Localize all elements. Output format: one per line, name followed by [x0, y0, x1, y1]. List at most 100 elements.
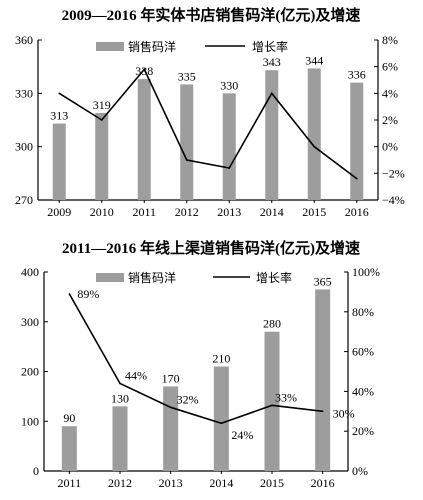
- chart-1-right-tick-label: 2%: [382, 113, 398, 127]
- chart-1-x-tick-label: 2016: [345, 205, 369, 219]
- chart-2-x-tick-label: 2012: [108, 476, 132, 490]
- chart-2-growth-point: [220, 422, 223, 425]
- chart-2-x-tick-label: 2016: [311, 476, 335, 490]
- chart-2-right-tick-label: 40%: [352, 384, 374, 398]
- chart-2-legend-line-label: 增长率: [256, 270, 292, 285]
- chart-1-left-tick-label: 360: [15, 33, 33, 47]
- chart-1-bar: [95, 112, 109, 200]
- chart-2-left-tick-label: 300: [21, 315, 39, 329]
- chart-1-title: 2009—2016 年实体书店销售码洋(亿元)及增速: [62, 6, 361, 24]
- chart-2-right-tick-label: 20%: [352, 424, 374, 438]
- chart-1-bar: [350, 82, 364, 200]
- chart-1-right-tick-label: 6%: [382, 60, 398, 74]
- chart-2-bar: [112, 406, 128, 471]
- chart-2-growth-point: [169, 406, 172, 409]
- chart-1-x-tick-label: 2015: [302, 205, 326, 219]
- chart-2-growth-value-label: 33%: [275, 390, 297, 404]
- chart-1-growth-point: [143, 68, 146, 71]
- chart-2-right-tick-label: 0%: [352, 464, 368, 478]
- chart-2-growth-value-label: 44%: [125, 368, 147, 382]
- chart-2-right-tick-label: 80%: [352, 305, 374, 319]
- chart-2-left-tick-label: 0: [33, 464, 39, 478]
- chart-1-bar: [137, 79, 151, 200]
- chart-2-x-tick-label: 2014: [209, 476, 233, 490]
- chart-1-bar-value-label: 344: [305, 53, 323, 67]
- chart-2-title: 2011—2016 年线上渠道销售码洋(亿元)及增速: [62, 239, 360, 257]
- chart-1-x-tick-label: 2012: [175, 205, 199, 219]
- chart-1-growth-point: [228, 167, 231, 169]
- chart-1-left-tick-label: 300: [15, 140, 33, 154]
- chart-2-legend-bar-swatch: [96, 273, 124, 282]
- chart-2: 2011—2016 年线上渠道销售码洋(亿元)及增速 销售码洋 增长率 0 100…: [21, 239, 380, 490]
- chart-1: 2009—2016 年实体书店销售码洋(亿元)及增速 销售码洋 增长率 270 3…: [15, 6, 405, 219]
- chart-1-legend: 销售码洋 增长率: [96, 39, 288, 54]
- chart-1-bar-value-label: 330: [220, 78, 238, 92]
- chart-2-bar-value-label: 365: [314, 274, 332, 288]
- chart-1-right-tick-label: 8%: [382, 33, 398, 47]
- chart-1-bar: [222, 93, 236, 200]
- chart-2-bar: [315, 289, 331, 471]
- chart-2-growth-point: [271, 404, 273, 407]
- chart-2-bar: [61, 426, 77, 471]
- chart-2-plot-area: 0 100 200 300 400 0% 20% 40% 60% 80% 100% 90 2011 130…: [21, 265, 380, 490]
- chart-1-legend-bar-label: 销售码洋: [128, 39, 176, 54]
- chart-2-growth-value-label: 24%: [231, 428, 253, 442]
- chart-2-right-tick-label: 100%: [352, 265, 380, 279]
- chart-1-legend-line-label: 增长率: [252, 39, 288, 54]
- chart-1-x-tick-label: 2009: [47, 205, 71, 219]
- chart-2-legend: 销售码洋 增长率: [96, 270, 292, 285]
- chart-2-left-tick-label: 400: [21, 265, 39, 279]
- chart-2-legend-bar-label: 销售码洋: [128, 270, 176, 285]
- chart-2-left-tick-label: 200: [21, 365, 39, 379]
- chart-2-bar-value-label: 90: [63, 411, 75, 425]
- chart-1-growth-point: [313, 145, 316, 148]
- chart-1-x-tick-label: 2010: [90, 205, 114, 219]
- chart-2-x-tick-label: 2015: [260, 476, 284, 490]
- chart-1-growth-line: [58, 67, 358, 180]
- chart-2-bar-value-label: 210: [212, 352, 230, 366]
- chart-1-growth-point: [270, 92, 273, 95]
- chart-1-bar: [265, 70, 279, 200]
- chart-2-bar: [213, 366, 229, 471]
- chart-1-x-tick-label: 2013: [217, 205, 241, 219]
- chart-1-right-tick-label: −4%: [382, 193, 405, 207]
- chart-2-bar-value-label: 130: [111, 391, 129, 405]
- chart-1-left-tick-label: 270: [15, 193, 33, 207]
- chart-2-right-tick-label: 60%: [352, 345, 374, 359]
- chart-1-growth-point: [100, 119, 103, 121]
- chart-1-right-tick-label: 0%: [382, 140, 398, 154]
- chart-2-bar-value-label: 280: [263, 317, 281, 331]
- chart-1-bar: [52, 123, 66, 200]
- chart-2-growth-value-label: 30%: [333, 406, 355, 420]
- chart-2-growth-point: [321, 410, 324, 413]
- chart-1-x-tick-label: 2014: [260, 205, 284, 219]
- chart-2-growth-value-label: 89%: [77, 287, 99, 301]
- chart-1-bar: [307, 68, 321, 200]
- chart-1-legend-bar-swatch: [96, 42, 124, 51]
- chart-1-bar-value-label: 319: [93, 98, 111, 112]
- chart-2-x-tick-label: 2011: [58, 476, 82, 490]
- chart-1-bar-value-label: 313: [50, 109, 68, 123]
- chart-1-right-tick-label: 4%: [382, 86, 398, 100]
- chart-1-growth-point: [185, 159, 188, 161]
- chart-1-left-tick-label: 330: [15, 86, 33, 100]
- chart-1-growth-point: [58, 92, 61, 95]
- chart-1-bar: [180, 84, 194, 200]
- chart-1-bar-value-label: 335: [178, 69, 196, 83]
- chart-1-bar-value-label: 336: [348, 68, 366, 82]
- chart-1-growth-point: [355, 177, 358, 180]
- chart-1-x-tick-label: 2011: [132, 205, 156, 219]
- chart-2-growth-point: [119, 382, 121, 385]
- chart-2-bar: [163, 386, 179, 471]
- chart-2-growth-point: [68, 293, 71, 295]
- chart-1-right-tick-label: −2%: [382, 166, 405, 180]
- chart-2-growth-line: [68, 293, 323, 425]
- chart-1-plot-area: 270 300 330 360 −4% −2% 0% 2% 4% 6% 8% 313 2009 319 20…: [15, 33, 405, 219]
- chart-2-bar-value-label: 170: [162, 371, 180, 385]
- chart-2-x-tick-label: 2013: [159, 476, 183, 490]
- chart-1-bar-value-label: 343: [263, 55, 281, 69]
- chart-2-left-tick-label: 100: [21, 414, 39, 428]
- chart-2-bar: [264, 331, 280, 471]
- chart-2-growth-value-label: 32%: [177, 392, 199, 406]
